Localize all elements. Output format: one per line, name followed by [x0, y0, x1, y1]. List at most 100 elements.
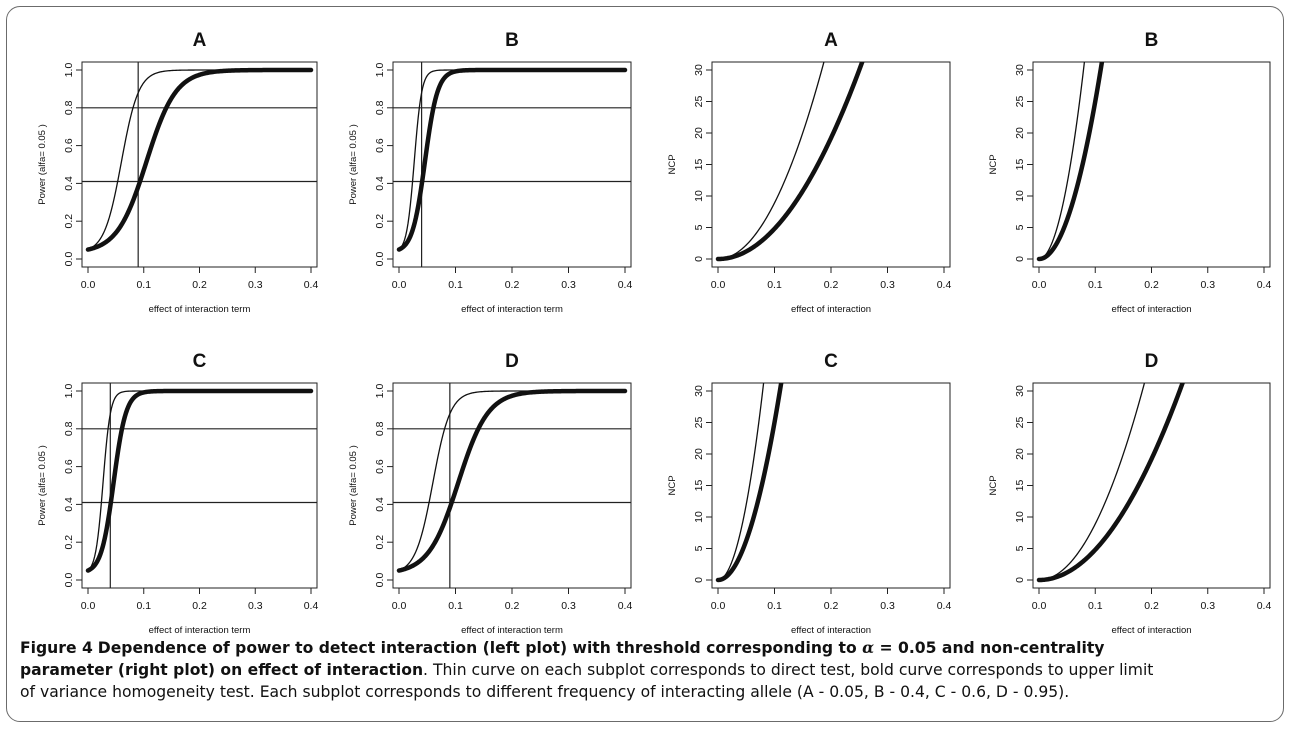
power-A-ytick-label-2: 0.4	[63, 176, 75, 191]
power-B-xtick-label-0: 0.0	[392, 279, 407, 291]
ncp-B-title: B	[1145, 30, 1159, 51]
power-C-plot-frame	[81, 382, 318, 589]
ncp-B-xlabel: effect of interaction	[1111, 304, 1191, 315]
power-C-xtick-label-2: 0.2	[192, 600, 207, 612]
power-C-xtick-label-1: 0.1	[136, 600, 151, 612]
power-D-plot-frame	[392, 382, 632, 589]
figure-panels: A 0.0 0.1 0.2 0.3 0.4 effect of interaction te…	[37, 30, 1272, 636]
caption-title-part2: = 0.05 and non-centrality	[874, 639, 1105, 657]
ncp-C-ytick-label-4: 20	[693, 448, 705, 460]
ncp-B-ytick-label-6: 30	[1014, 64, 1026, 76]
power-D-title: D	[505, 351, 519, 372]
power-A-xtick-label-2: 0.2	[192, 279, 207, 291]
caption-line-3: of variance homogeneity test. Each subpl…	[20, 683, 1070, 701]
power-D-xlabel: effect of interaction term	[461, 625, 563, 636]
ncp-A-ylabel: NCP	[667, 154, 678, 174]
ncp-C-ytick-label-5: 25	[693, 417, 705, 429]
ncp-A-ytick-label-5: 25	[693, 96, 705, 108]
power-C-ytick-label-4: 0.8	[63, 421, 75, 436]
power-B-xlabel: effect of interaction term	[461, 304, 563, 315]
power-D-ylabel: Power (alfa= 0.05 )	[348, 445, 359, 526]
ncp-B-ytick-label-4: 20	[1014, 127, 1026, 139]
power-B-xtick-label-2: 0.2	[505, 279, 520, 291]
ncp-A-xtick-label-3: 0.3	[880, 279, 895, 291]
figure-label: Figure 4	[20, 639, 93, 657]
power-C-ytick-label-2: 0.4	[63, 497, 75, 512]
ncp-C-xtick-label-4: 0.4	[937, 600, 952, 612]
power-B-ytick-label-2: 0.4	[374, 176, 386, 191]
ncp-B-xtick-label-4: 0.4	[1257, 279, 1272, 291]
power-C-xtick-label-0: 0.0	[81, 600, 96, 612]
ncp-B-plot-frame	[1032, 61, 1271, 268]
ncp-B-ytick-label-2: 10	[1014, 190, 1026, 202]
power-C-xlabel: effect of interaction term	[149, 625, 251, 636]
ncp-D-xlabel: effect of interaction	[1111, 625, 1191, 636]
power-B-ytick-label-0: 0.0	[374, 252, 386, 267]
ncp-C-ytick-label-1: 5	[693, 545, 705, 551]
ncp-D-curve-bold	[1036, 383, 1185, 583]
power-A-ytick-label-1: 0.2	[63, 214, 75, 229]
power-B-title: B	[505, 30, 519, 51]
ncp-A-ytick-label-2: 10	[693, 190, 705, 202]
power-C-xtick-label-3: 0.3	[248, 600, 263, 612]
caption-text-2: . Thin curve on each subplot corresponds…	[423, 661, 1154, 679]
power-C-ylabel: Power (alfa= 0.05 )	[37, 445, 48, 526]
power-D-ytick-label-3: 0.6	[374, 459, 386, 474]
caption-line-1: Figure 4 Dependence of power to detect i…	[20, 637, 1270, 659]
ncp-D-xtick-label-3: 0.3	[1200, 600, 1215, 612]
ncp-D-ytick-label-0: 0	[1014, 577, 1026, 583]
ncp-D-xtick-label-2: 0.2	[1144, 600, 1159, 612]
ncp-B-xtick-label-0: 0.0	[1032, 279, 1047, 291]
ncp-B-curve-bold	[1036, 62, 1105, 262]
power-D-xtick-label-3: 0.3	[561, 600, 576, 612]
ncp-C-ytick-label-6: 30	[693, 385, 705, 397]
ncp-D-ytick-label-3: 15	[1014, 480, 1026, 492]
caption-title-part1: Dependence of power to detect interactio…	[97, 639, 863, 657]
ncp-C-xtick-label-0: 0.0	[711, 600, 726, 612]
power-A-xtick-label-0: 0.0	[81, 279, 96, 291]
power-A-ytick-label-5: 1.0	[63, 63, 75, 78]
ncp-C-xtick-label-1: 0.1	[767, 600, 782, 612]
ncp-C-ylabel: NCP	[667, 475, 678, 495]
power-B-ylabel: Power (alfa= 0.05 )	[348, 124, 359, 205]
ncp-D-title: D	[1145, 351, 1159, 372]
alpha-symbol: α	[862, 638, 875, 657]
power-C-title: C	[193, 351, 207, 372]
power-B-xtick-label-4: 0.4	[618, 279, 633, 291]
ncp-D-xtick-label-4: 0.4	[1257, 600, 1272, 612]
power-B-ytick-label-5: 1.0	[374, 63, 386, 78]
ncp-D-ytick-label-4: 20	[1014, 448, 1026, 460]
power-D-ytick-label-0: 0.0	[374, 573, 386, 588]
ncp-C-xtick-label-2: 0.2	[824, 600, 839, 612]
ncp-A-ytick-label-3: 15	[693, 159, 705, 171]
ncp-B-ytick-label-1: 5	[1014, 224, 1026, 230]
ncp-C-xlabel: effect of interaction	[791, 625, 871, 636]
ncp-A-xtick-label-0: 0.0	[711, 279, 726, 291]
ncp-D-ytick-label-2: 10	[1014, 511, 1026, 523]
ncp-D-ytick-label-6: 30	[1014, 385, 1026, 397]
ncp-B-ytick-label-5: 25	[1014, 96, 1026, 108]
figure-caption: Figure 4 Dependence of power to detect i…	[20, 637, 1270, 703]
ncp-A-xtick-label-1: 0.1	[767, 279, 782, 291]
power-C-curve-bold	[85, 388, 314, 573]
power-A-ytick-label-3: 0.6	[63, 138, 75, 153]
figure-frame	[6, 6, 1284, 722]
ncp-A-curve-bold	[715, 62, 865, 262]
ncp-C-xtick-label-3: 0.3	[880, 600, 895, 612]
ncp-D-xtick-label-0: 0.0	[1032, 600, 1047, 612]
power-A-xtick-label-3: 0.3	[248, 279, 263, 291]
power-A-xlabel: effect of interaction term	[149, 304, 251, 315]
ncp-D-xtick-label-1: 0.1	[1088, 600, 1103, 612]
power-C-ytick-label-1: 0.2	[63, 535, 75, 550]
power-B-ytick-label-4: 0.8	[374, 100, 386, 115]
power-D-ytick-label-4: 0.8	[374, 421, 386, 436]
power-D-curve-bold	[396, 388, 628, 573]
power-C-xtick-label-4: 0.4	[304, 600, 319, 612]
power-C-curve-thin	[87, 390, 312, 572]
ncp-B-ytick-label-0: 0	[1014, 256, 1026, 262]
power-A-ylabel: Power (alfa= 0.05 )	[37, 124, 48, 205]
ncp-C-title: C	[824, 351, 838, 372]
ncp-B-xtick-label-2: 0.2	[1144, 279, 1159, 291]
ncp-D-curve-thin	[1038, 383, 1146, 581]
power-A-title: A	[193, 30, 207, 51]
